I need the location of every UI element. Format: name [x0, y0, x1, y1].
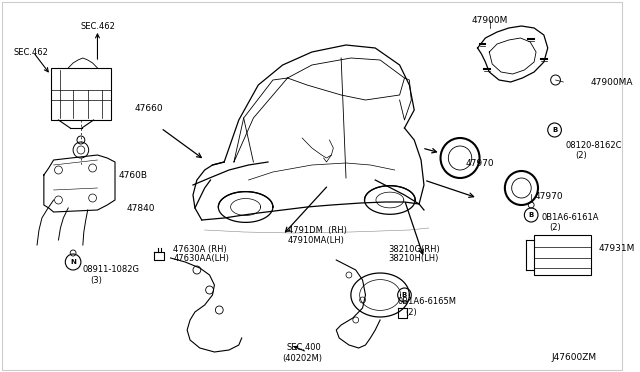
Text: 47630AA(LH): 47630AA(LH): [173, 254, 229, 263]
Text: 47900M: 47900M: [472, 16, 508, 25]
Text: B: B: [529, 212, 534, 218]
Text: 0B1A6-6161A: 0B1A6-6161A: [542, 212, 600, 221]
Text: SEC.462: SEC.462: [13, 48, 49, 57]
Text: 47840: 47840: [127, 203, 156, 212]
Text: (2): (2): [550, 222, 561, 231]
Text: N: N: [70, 259, 76, 265]
Text: J47600ZM: J47600ZM: [551, 353, 596, 362]
Text: 0B1A6-6165M: 0B1A6-6165M: [397, 298, 457, 307]
Bar: [51, 68, 111, 120]
Text: (3): (3): [91, 276, 102, 285]
Text: 38210H(LH): 38210H(LH): [388, 254, 438, 263]
Text: 47910MA(LH): 47910MA(LH): [287, 235, 344, 244]
Text: 47900MA: 47900MA: [591, 77, 633, 87]
Text: B: B: [402, 292, 407, 298]
Text: 4791DM  (RH): 4791DM (RH): [287, 225, 346, 234]
Text: 47931M: 47931M: [598, 244, 635, 253]
Text: (40202M): (40202M): [283, 353, 323, 362]
Text: 47970: 47970: [466, 158, 495, 167]
Text: B: B: [552, 127, 557, 133]
Text: (2): (2): [406, 308, 417, 317]
Text: SEC.462: SEC.462: [80, 22, 115, 31]
Text: 47630A (RH): 47630A (RH): [173, 244, 227, 253]
Text: (2): (2): [575, 151, 587, 160]
Text: 4760B: 4760B: [119, 170, 148, 180]
Text: SEC.400: SEC.400: [287, 343, 321, 353]
Text: 47660: 47660: [134, 103, 163, 112]
Text: 08911-1082G: 08911-1082G: [83, 266, 140, 275]
Text: 08120-8162C: 08120-8162C: [565, 141, 622, 150]
Text: 38210G(RH): 38210G(RH): [388, 244, 440, 253]
Bar: [534, 235, 591, 275]
Text: 47970: 47970: [534, 192, 563, 201]
